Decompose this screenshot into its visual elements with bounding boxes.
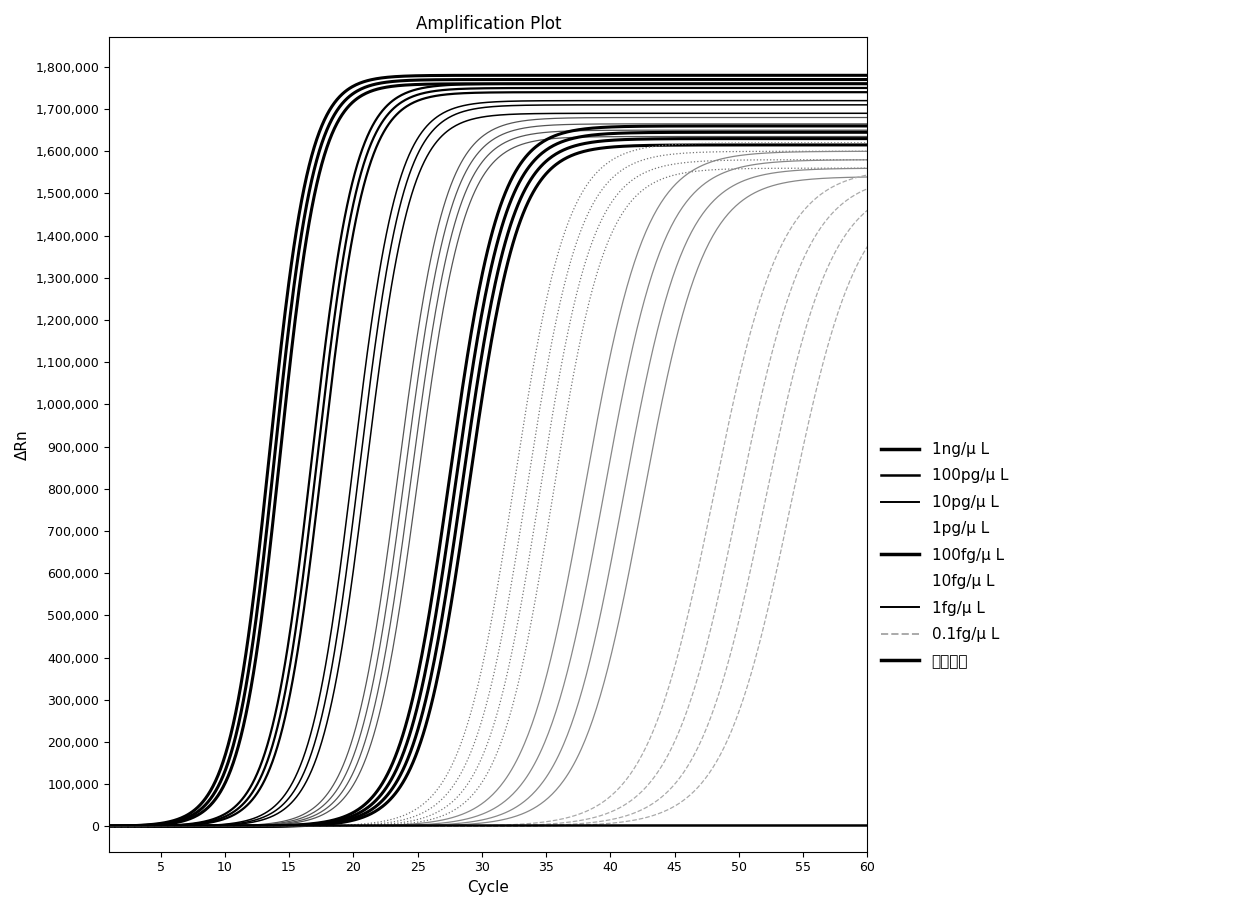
Y-axis label: ΔRn: ΔRn [15,430,30,460]
Legend: 1ng/μ L, 100pg/μ L, 10pg/μ L, 1pg/μ L, 100fg/μ L, 10fg/μ L, 1fg/μ L, 0.1fg/μ L, : 1ng/μ L, 100pg/μ L, 10pg/μ L, 1pg/μ L, 1… [875,436,1014,675]
X-axis label: Cycle: Cycle [467,880,510,895]
Title: Amplification Plot: Amplification Plot [415,15,560,33]
